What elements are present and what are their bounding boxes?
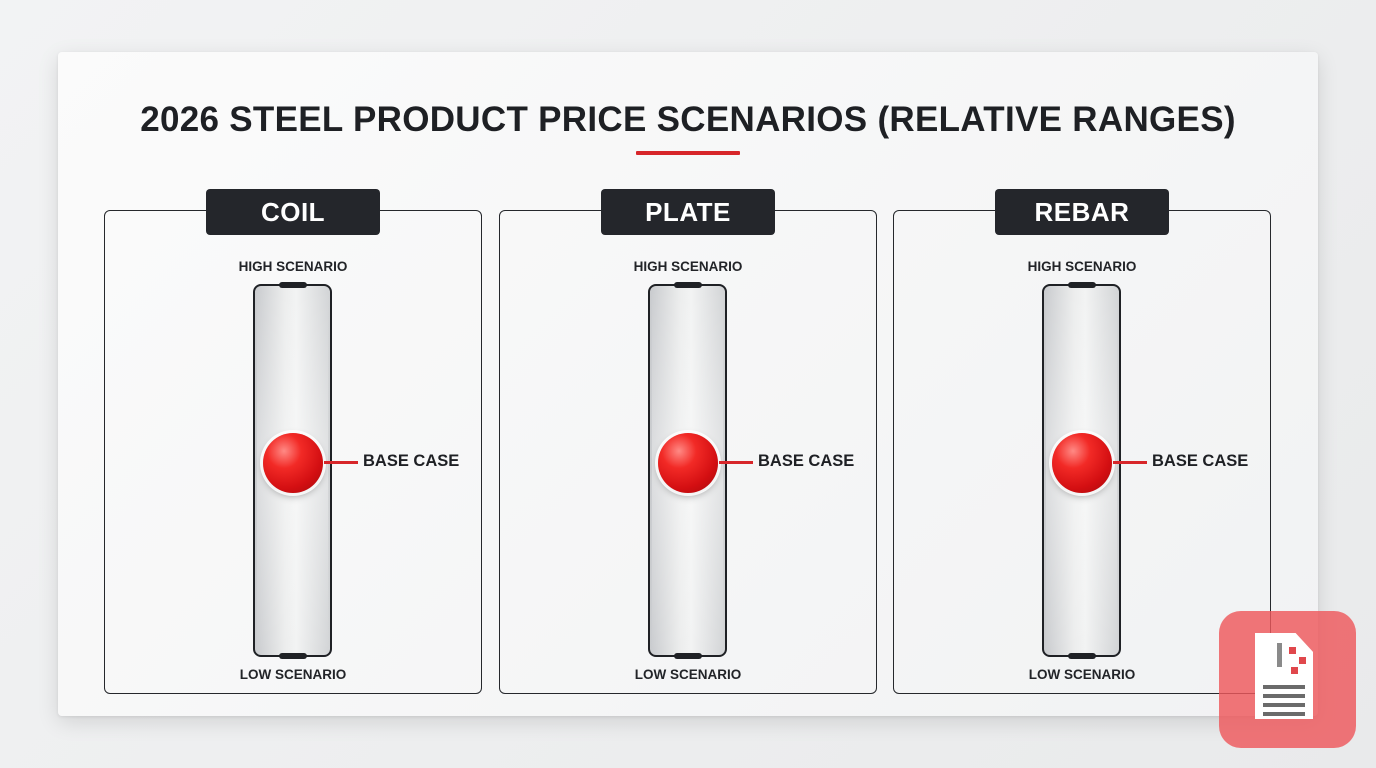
high-end-cap <box>674 282 702 288</box>
high-end-cap <box>279 282 307 288</box>
document-icon <box>1255 633 1313 719</box>
base-case-leader-line <box>719 461 753 464</box>
app-badge[interactable] <box>1219 611 1356 748</box>
series-label: COIL <box>206 189 380 235</box>
low-end-cap <box>279 653 307 659</box>
range-bar <box>1042 282 1121 659</box>
high-scenario-label: HIGH SCENARIO <box>633 259 743 274</box>
base-case-leader-line <box>324 461 358 464</box>
range-bar <box>648 282 727 659</box>
range-panel-rebar: REBAR HIGH SCENARIO BASE CASE LOW SCENARIO <box>893 189 1271 694</box>
title-underline <box>636 151 740 155</box>
chart-title: 2026 STEEL PRODUCT PRICE SCENARIOS (RELA… <box>140 100 1236 139</box>
low-end-cap <box>1068 653 1096 659</box>
base-case-label: BASE CASE <box>758 452 855 471</box>
low-scenario-label: LOW SCENARIO <box>634 667 742 682</box>
base-case-marker <box>263 433 323 494</box>
range-panel-plate: PLATE HIGH SCENARIO BASE CASE LOW SCENARIO <box>499 189 877 694</box>
range-panel-coil: COIL HIGH SCENARIO BASE CASE LOW SCENARIO <box>104 189 482 694</box>
high-end-cap <box>1068 282 1096 288</box>
low-scenario-label: LOW SCENARIO <box>1028 667 1136 682</box>
high-scenario-label: HIGH SCENARIO <box>1027 259 1137 274</box>
series-label: PLATE <box>601 189 775 235</box>
base-case-label: BASE CASE <box>363 452 460 471</box>
range-bar <box>253 282 332 659</box>
high-scenario-label: HIGH SCENARIO <box>238 259 348 274</box>
base-case-leader-line <box>1113 461 1147 464</box>
low-scenario-label: LOW SCENARIO <box>239 667 347 682</box>
base-case-marker <box>658 433 718 494</box>
base-case-marker <box>1052 433 1112 494</box>
series-label: REBAR <box>995 189 1169 235</box>
base-case-label: BASE CASE <box>1152 452 1249 471</box>
low-end-cap <box>674 653 702 659</box>
